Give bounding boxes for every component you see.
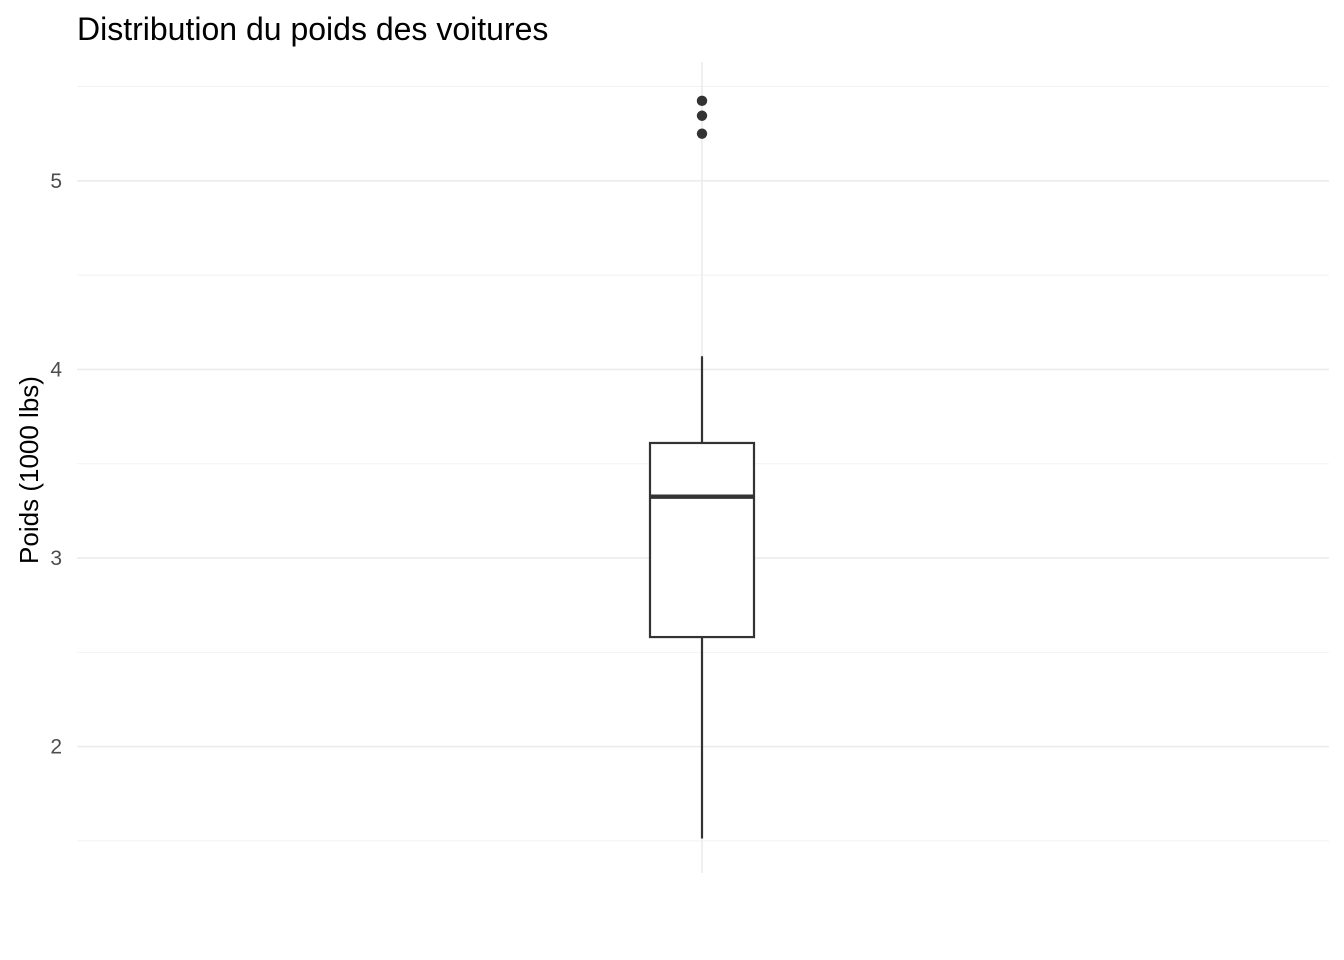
boxplot xyxy=(648,95,756,839)
y-axis-ticks: 2 3 4 5 xyxy=(50,170,62,759)
y-tick-label: 4 xyxy=(50,358,62,381)
box-iqr xyxy=(648,441,756,639)
outlier-point xyxy=(696,95,708,107)
y-tick-label: 2 xyxy=(50,736,62,759)
outlier-point xyxy=(696,110,708,121)
y-tick-label: 3 xyxy=(50,547,62,570)
chart-title: Distribution du poids des voitures xyxy=(77,11,548,47)
outlier-point xyxy=(696,128,708,139)
y-axis-label: Poids (1000 lbs) xyxy=(14,376,44,564)
y-tick-label: 5 xyxy=(50,170,62,193)
